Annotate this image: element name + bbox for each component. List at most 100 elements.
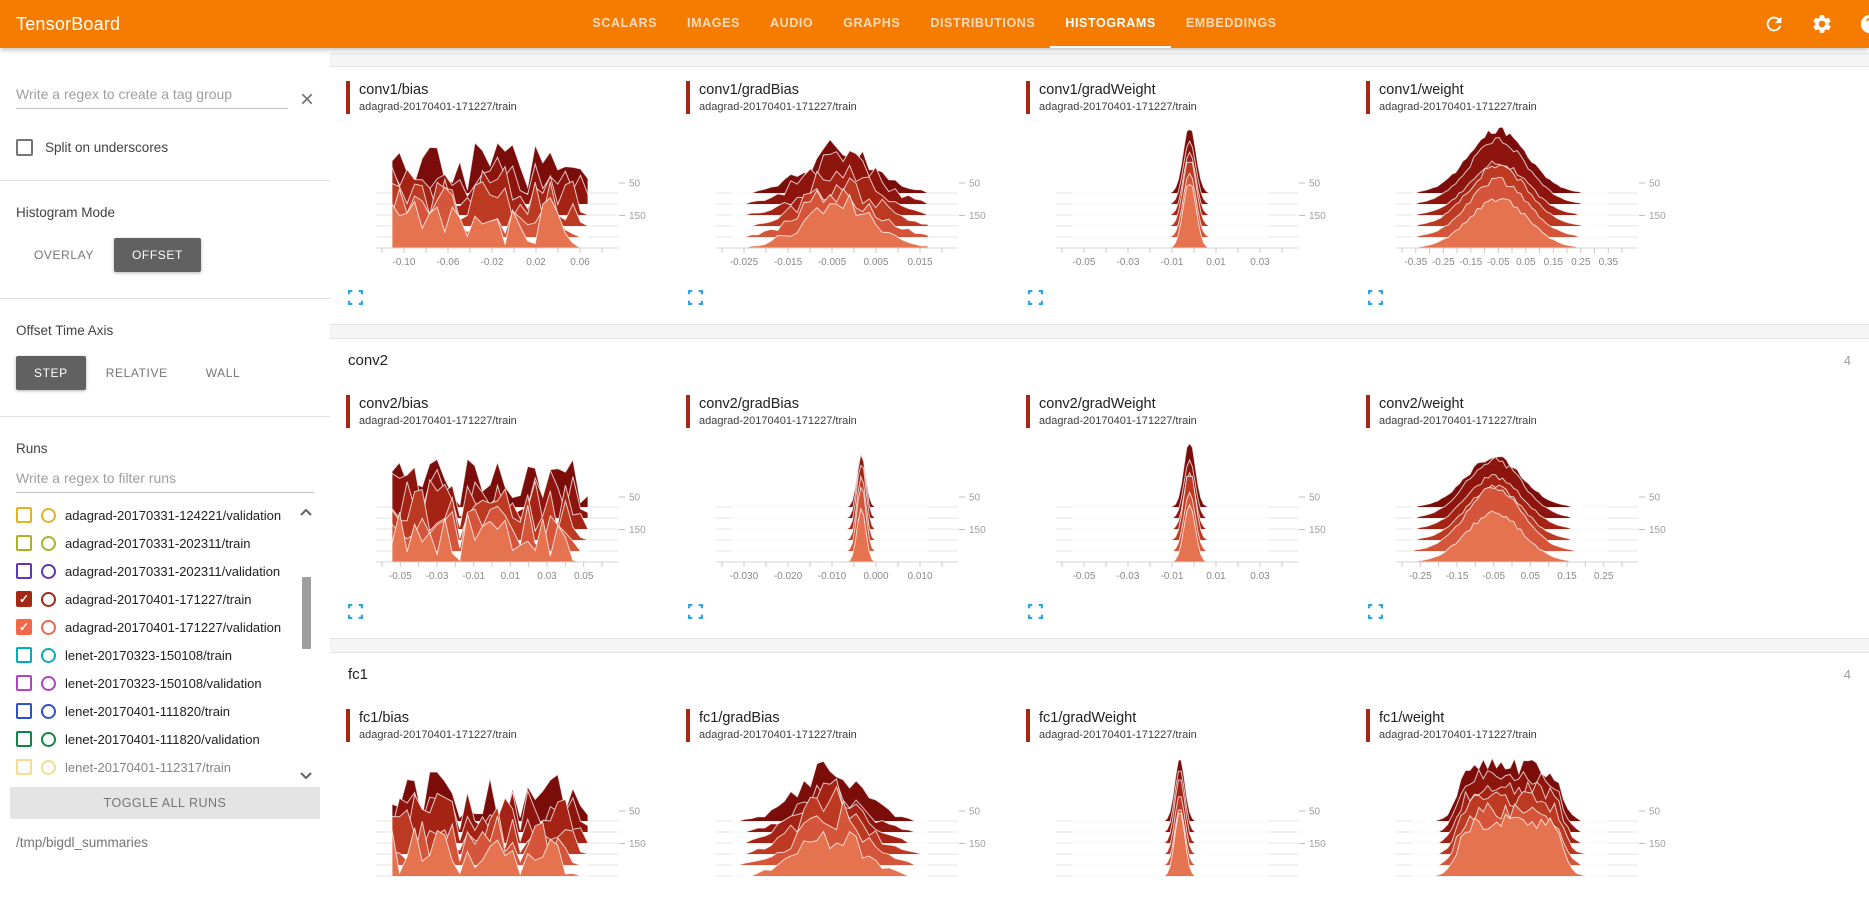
run-checkbox[interactable]	[16, 759, 32, 775]
refresh-icon[interactable]	[1763, 13, 1785, 35]
tab-audio[interactable]: AUDIO	[769, 16, 814, 30]
histogram-card: conv1/weight adagrad-20170401-171227/tra…	[1350, 75, 1690, 310]
svg-text:-0.03: -0.03	[1117, 571, 1140, 582]
svg-text:50: 50	[1649, 807, 1661, 818]
tab-graphs[interactable]: GRAPHS	[843, 16, 901, 30]
run-list-item[interactable]: lenet-20170323-150108/validation	[16, 669, 292, 697]
scroll-up-icon[interactable]	[300, 505, 312, 516]
run-checkbox[interactable]: ✓	[16, 619, 32, 635]
chart-title: fc1/weight	[1379, 710, 1445, 726]
run-checkbox[interactable]: ✓	[16, 591, 32, 607]
section-header[interactable]: fc1 4	[330, 653, 1869, 695]
svg-text:150: 150	[1309, 211, 1326, 222]
tab-distributions[interactable]: DISTRIBUTIONS	[930, 16, 1036, 30]
header-icons	[1763, 13, 1869, 35]
tab-images[interactable]: IMAGES	[687, 16, 740, 30]
expand-chart-button[interactable]	[348, 290, 364, 306]
app-header: TensorBoard SCALARS IMAGES AUDIO GRAPHS DIST…	[0, 0, 1869, 48]
histogram-chart: 50 150 -0.030 -0.020 -0.010 0.000 0.010	[696, 436, 996, 600]
histogram-chart: 50 150 -0.05 -0.03 -0.01 0.01 0.03 0.05	[356, 436, 656, 600]
svg-text:0.01: 0.01	[501, 571, 521, 582]
section-conv1: conv1/bias adagrad-20170401-171227/train…	[330, 66, 1869, 325]
help-icon[interactable]	[1859, 13, 1869, 35]
chart-title: conv2/weight	[1379, 396, 1464, 412]
svg-text:0.03: 0.03	[537, 571, 557, 582]
tab-embeddings[interactable]: EMBEDDINGS	[1185, 16, 1277, 30]
section-header[interactable]: conv2 4	[330, 339, 1869, 381]
run-label: adagrad-20170331-202311/train	[65, 535, 251, 551]
run-color-circle	[41, 619, 56, 635]
tag-accent-bar: fc1/gradBias adagrad-20170401-171227/tra…	[686, 709, 1010, 742]
toggle-all-runs-button[interactable]: TOGGLE ALL RUNS	[10, 787, 320, 819]
runs-list: adagrad-20170331-124221/validation adagr…	[16, 501, 314, 781]
mode-button-step[interactable]: STEP	[16, 356, 86, 390]
run-list-item[interactable]: ✓ adagrad-20170401-171227/validation	[16, 613, 292, 641]
chart-run-name: adagrad-20170401-171227/train	[1379, 101, 1537, 113]
run-list-item[interactable]: lenet-20170401-111820/train	[16, 697, 292, 725]
expand-chart-button[interactable]	[1028, 604, 1044, 620]
histogram-mode-buttons: OVERLAY OFFSET	[16, 238, 314, 272]
tab-histograms[interactable]: HISTOGRAMS	[1050, 0, 1171, 48]
svg-text:50: 50	[629, 493, 641, 504]
svg-text:-0.10: -0.10	[393, 257, 416, 268]
section-count: 4	[1843, 352, 1851, 368]
svg-text:-0.03: -0.03	[1117, 257, 1140, 268]
tag-regex-input[interactable]	[16, 82, 288, 109]
expand-chart-button[interactable]	[1368, 604, 1384, 620]
run-regex-input[interactable]	[16, 466, 314, 493]
expand-chart-button[interactable]	[1368, 290, 1384, 306]
scrollbar-thumb[interactable]	[302, 577, 311, 649]
histogram-card: fc1/bias adagrad-20170401-171227/train 5…	[330, 703, 670, 897]
mode-button-offset[interactable]: OFFSET	[114, 238, 201, 272]
svg-text:0.03: 0.03	[1250, 571, 1270, 582]
svg-text:-0.020: -0.020	[774, 571, 803, 582]
run-checkbox[interactable]	[16, 731, 32, 747]
run-list-item[interactable]: lenet-20170323-150108/train	[16, 641, 292, 669]
run-checkbox[interactable]	[16, 563, 32, 579]
svg-text:50: 50	[629, 179, 641, 190]
run-checkbox[interactable]	[16, 703, 32, 719]
tag-accent-bar: conv1/gradBias adagrad-20170401-171227/t…	[686, 81, 1010, 114]
mode-button-wall[interactable]: WALL	[205, 366, 241, 380]
svg-text:0.005: 0.005	[863, 257, 888, 268]
expand-chart-button[interactable]	[688, 290, 704, 306]
svg-text:-0.05: -0.05	[389, 571, 412, 582]
expand-chart-button[interactable]	[1028, 290, 1044, 306]
run-list-item[interactable]: adagrad-20170331-202311/train	[16, 529, 292, 557]
runs-scrollbar	[298, 503, 314, 780]
run-list-item[interactable]: lenet-20170401-112317/train	[16, 753, 292, 781]
svg-text:150: 150	[629, 839, 646, 850]
chart-run-name: adagrad-20170401-171227/train	[359, 729, 517, 741]
expand-chart-button[interactable]	[688, 604, 704, 620]
close-icon[interactable]: ×	[299, 86, 314, 113]
run-list-item[interactable]: ✓ adagrad-20170401-171227/train	[16, 585, 292, 613]
svg-text:150: 150	[969, 211, 986, 222]
histogram-card: conv2/gradBias adagrad-20170401-171227/t…	[670, 389, 1010, 624]
svg-text:50: 50	[1309, 807, 1321, 818]
run-checkbox[interactable]	[16, 675, 32, 691]
run-checkbox[interactable]	[16, 535, 32, 551]
scroll-down-icon[interactable]	[300, 767, 312, 780]
svg-text:-0.01: -0.01	[1161, 571, 1184, 582]
run-list-item[interactable]: adagrad-20170331-124221/validation	[16, 501, 292, 529]
svg-text:150: 150	[1649, 211, 1666, 222]
run-checkbox[interactable]	[16, 507, 32, 523]
svg-text:150: 150	[1649, 525, 1666, 536]
svg-text:-0.01: -0.01	[1161, 257, 1184, 268]
tab-scalars[interactable]: SCALARS	[592, 16, 658, 30]
split-underscores-checkbox[interactable]	[16, 139, 33, 156]
run-color-circle	[41, 731, 56, 747]
run-list-item[interactable]: adagrad-20170331-202311/validation	[16, 557, 292, 585]
chart-title: conv1/gradBias	[699, 82, 799, 98]
mode-button-overlay[interactable]: OVERLAY	[34, 248, 94, 262]
svg-text:-0.05: -0.05	[1482, 571, 1505, 582]
settings-icon[interactable]	[1811, 13, 1833, 35]
section-fc1: fc1 4 fc1/bias adagrad-20170401-171227/t…	[330, 652, 1869, 897]
chart-run-name: adagrad-20170401-171227/train	[1039, 101, 1197, 113]
mode-button-relative[interactable]: RELATIVE	[105, 366, 168, 380]
expand-chart-button[interactable]	[348, 604, 364, 620]
histogram-card: conv1/gradBias adagrad-20170401-171227/t…	[670, 75, 1010, 310]
svg-text:0.02: 0.02	[526, 257, 546, 268]
run-checkbox[interactable]	[16, 647, 32, 663]
run-list-item[interactable]: lenet-20170401-111820/validation	[16, 725, 292, 753]
